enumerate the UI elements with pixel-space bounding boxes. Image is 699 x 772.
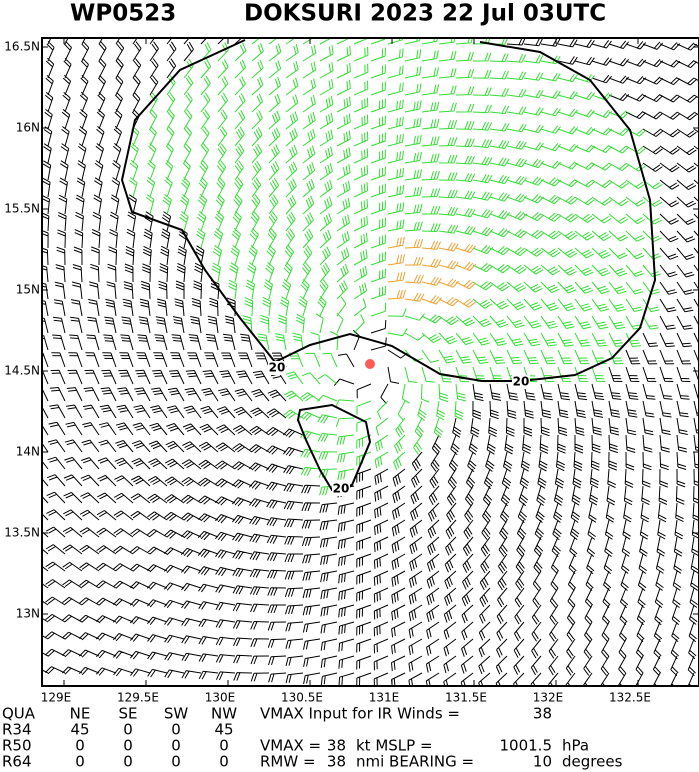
plot-frame [41, 37, 699, 687]
x-tick-label: 132.5E [609, 691, 651, 705]
x-tick-label: 131.5E [445, 691, 487, 705]
y-tick-label: 13.5N [4, 526, 40, 540]
info-label: RMW = [260, 753, 316, 771]
info-value: 38 [327, 737, 346, 755]
table-cell: 45 [70, 721, 89, 739]
table-cell: R50 [2, 737, 32, 755]
table-cell: R64 [2, 753, 32, 771]
table-cell: 0 [219, 753, 229, 771]
y-tick-label: 15.5N [4, 202, 40, 216]
x-tick-label: 130E [205, 691, 236, 705]
table-header: NW [211, 705, 237, 723]
info-value2: 10 [533, 753, 552, 771]
barb-group [387, 236, 477, 308]
barb-group [129, 38, 663, 496]
contour-20kt [120, 39, 657, 382]
table-cell: 0 [75, 753, 85, 771]
table-cell: R34 [2, 721, 32, 739]
title: DOKSURI 2023 22 Jul 03UTC [244, 1, 606, 27]
x-tick-label: 130.5E [281, 691, 323, 705]
table-cell: 0 [123, 753, 133, 771]
table-cell: 0 [171, 737, 181, 755]
x-tick-label: 131E [369, 691, 400, 705]
info-label: VMAX Input for IR Winds = [260, 705, 460, 723]
table-cell: 0 [123, 737, 133, 755]
info-unit2: degrees [562, 753, 623, 771]
contour-label-bg [512, 375, 530, 389]
info-value: 38 [533, 705, 552, 723]
info-value: 38 [327, 753, 346, 771]
y-tick-label: 14N [16, 445, 40, 459]
storm-id: WP0523 [70, 1, 176, 27]
storm-center [365, 359, 375, 369]
contour-label-bg [268, 361, 286, 375]
wind-barbs [42, 38, 699, 686]
table-header: QUA [2, 705, 36, 723]
barb-group [42, 38, 699, 686]
y-tick-label: 15N [16, 283, 40, 297]
table-cell: 0 [171, 753, 181, 771]
y-tick-label: 16.5N [4, 40, 40, 54]
info-unit2: hPa [562, 737, 589, 755]
x-tick-label: 129E [41, 691, 72, 705]
x-tick-label: 132E [533, 691, 564, 705]
table-header: NE [70, 705, 91, 723]
contour-label: 20 [333, 482, 350, 496]
table-cell: 45 [214, 721, 233, 739]
x-tick-label: 129.5E [117, 691, 159, 705]
contour-label-bg [332, 482, 350, 496]
table-cell: 0 [171, 721, 181, 739]
info-unit: nmi BEARING = [356, 753, 474, 771]
y-tick-label: 13N [16, 607, 40, 621]
table-cell: 0 [219, 737, 229, 755]
y-tick-label: 14.5N [4, 364, 40, 378]
y-tick-label: 16N [16, 121, 40, 135]
contour-label: 20 [269, 361, 286, 375]
table-cell: 0 [75, 737, 85, 755]
table-header: SW [164, 705, 189, 723]
table-cell: 0 [123, 721, 133, 739]
contour-label: 20 [513, 375, 530, 389]
info-unit: kt MSLP = [356, 737, 433, 755]
info-value2: 1001.5 [500, 737, 553, 755]
info-label: VMAX = [260, 737, 321, 755]
table-header: SE [119, 705, 138, 723]
contour-20kt-inner [296, 403, 372, 492]
